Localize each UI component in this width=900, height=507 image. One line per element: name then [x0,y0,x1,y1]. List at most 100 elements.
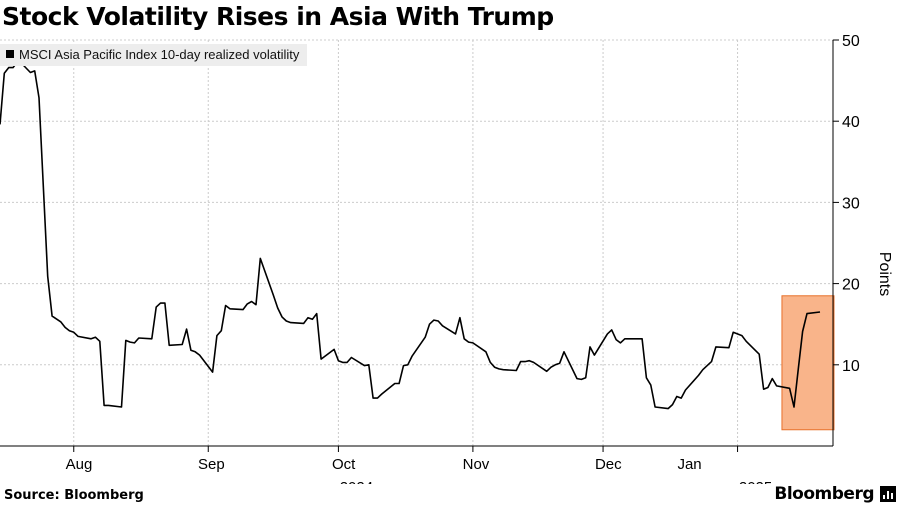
data-point [194,351,196,353]
data-point [4,72,6,74]
legend-label: MSCI Asia Pacific Index 10-day realized … [19,47,300,62]
data-point [155,306,157,308]
data-point [589,346,591,348]
data-point [403,365,405,367]
data-point [463,338,465,340]
data-point [398,383,400,385]
data-point [338,360,340,362]
data-point [472,342,474,344]
data-point [290,322,292,324]
data-point [771,378,773,380]
data-point [702,369,704,371]
data-point [585,377,587,379]
series-line [0,61,821,410]
series-layer [0,61,821,410]
x-year-label: 2024 [340,479,373,484]
data-point [559,362,561,364]
data-point [316,313,318,315]
data-point [594,354,596,356]
data-point [563,351,565,353]
highlight-region [781,295,835,431]
data-point [30,72,32,74]
data-point [346,362,348,364]
data-point [64,327,66,329]
data-point [281,316,283,318]
data-point [485,351,487,353]
x-tick-label: Dec [595,456,622,473]
data-point [151,338,153,340]
data-point [364,365,366,367]
data-point [47,275,49,277]
data-point [220,330,222,332]
data-point [745,340,747,342]
x-tick-label: Nov [463,456,490,473]
data-point [38,97,40,99]
data-point [108,405,110,407]
x-year-label: 2025 [739,479,772,484]
data-point [351,357,353,359]
data-point [620,342,622,344]
data-point [273,294,275,296]
chart-title: Stock Volatility Rises in Asia With Trum… [2,2,554,31]
data-point [103,405,105,407]
bloomberg-chart-icon [880,486,896,502]
legend-swatch [6,50,14,58]
data-point [459,317,461,319]
data-point [251,301,253,303]
y-tick-label: 50 [842,34,860,50]
data-point [667,408,669,410]
data-point [164,302,166,304]
x-tick-label: Aug [66,456,93,473]
data-point [246,303,248,305]
data-point [468,341,470,343]
data-point [715,346,717,348]
data-point [576,378,578,380]
data-point [95,336,97,338]
data-point [260,258,262,260]
data-point [555,364,557,366]
data-point [819,311,821,313]
x-tick-label: Sep [198,456,225,473]
data-point [520,361,522,363]
data-point [797,368,799,370]
data-point [199,354,201,356]
data-point [732,332,734,334]
x-axis: Aug Sep Oct Nov Dec Jan 2024 2025 [0,445,833,484]
data-point [607,333,609,335]
data-point [646,377,648,379]
data-point [776,385,778,387]
data-point [442,325,444,327]
line-chart: 10 20 30 40 50 Aug Sep Oct Nov Dec Jan 2024 2025 Po… [0,34,893,484]
x-tick-label: Jan [677,456,701,473]
data-point [121,406,123,408]
y-tick-label: 40 [842,114,860,131]
data-point [672,404,674,406]
data-point [372,397,374,399]
data-point [225,305,227,307]
data-point [763,388,765,390]
data-point [767,387,769,389]
data-point [77,336,79,338]
data-point [624,338,626,340]
gridlines [0,39,833,446]
y-tick-label: 30 [842,195,860,212]
data-point [407,364,409,366]
data-point [138,337,140,339]
data-point [99,340,101,342]
data-point [546,370,548,372]
data-point [789,388,791,390]
data-point [255,304,257,306]
data-point [437,320,439,322]
data-point [758,353,760,355]
data-point [433,319,435,321]
data-point [60,321,62,323]
data-point [129,341,131,343]
data-point [615,339,617,341]
data-point [641,338,643,340]
data-point [533,362,535,364]
y-tick-label: 10 [842,358,860,375]
data-point [190,349,192,351]
data-point [34,70,36,72]
data-point [90,338,92,340]
data-point [502,369,504,371]
